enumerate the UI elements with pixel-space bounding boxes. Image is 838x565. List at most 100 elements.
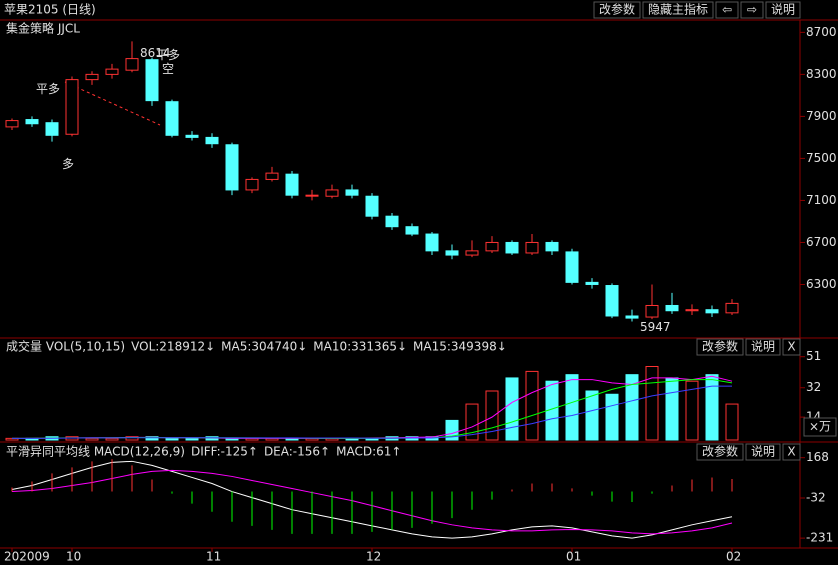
volume-bar bbox=[465, 403, 479, 441]
button-label[interactable]: ⇨ bbox=[747, 3, 757, 17]
y-tick-label: -32 bbox=[806, 491, 826, 505]
candle-body bbox=[725, 302, 739, 314]
candle-body bbox=[305, 194, 319, 197]
button-label[interactable]: 说明 bbox=[751, 444, 775, 459]
volume-bar bbox=[565, 374, 579, 441]
button-label[interactable]: ⇦ bbox=[722, 3, 732, 17]
signal-label: 平多 bbox=[156, 48, 180, 62]
y-tick-label: 32 bbox=[806, 380, 821, 394]
signal-link bbox=[64, 81, 161, 126]
volume-bar bbox=[485, 390, 499, 441]
candle-body bbox=[105, 68, 119, 75]
button-label[interactable]: 隐藏主指标 bbox=[648, 2, 708, 17]
legend-item: MA10:331365↓ bbox=[313, 340, 407, 354]
legend-item: DEA:-156↑ bbox=[264, 445, 330, 459]
candle-body bbox=[505, 241, 519, 254]
candle-body bbox=[125, 58, 139, 71]
volume-bar bbox=[165, 437, 179, 441]
y-tick-label: 6300 bbox=[806, 277, 837, 291]
candle-body bbox=[165, 101, 179, 136]
candle-body bbox=[545, 241, 559, 252]
x-tick-label: 02 bbox=[726, 550, 741, 564]
y-tick-label: -231 bbox=[806, 531, 833, 545]
legend-item: MACD:61↑ bbox=[336, 445, 401, 459]
candle-body bbox=[465, 250, 479, 256]
volume-title: 成交量 VOL(5,10,15) bbox=[6, 339, 125, 354]
button[interactable] bbox=[740, 1, 764, 19]
button[interactable] bbox=[803, 417, 837, 437]
button[interactable] bbox=[745, 338, 781, 356]
y-tick-label: 6700 bbox=[806, 235, 837, 249]
button[interactable] bbox=[715, 1, 739, 19]
candle-body bbox=[365, 195, 379, 217]
candle-body bbox=[645, 304, 659, 318]
candle-body bbox=[145, 59, 159, 102]
legend-item: MA15:349398↓ bbox=[413, 340, 507, 354]
candle-body bbox=[5, 120, 19, 128]
button-label[interactable]: 说明 bbox=[771, 2, 795, 17]
x-tick-label: 12 bbox=[366, 550, 381, 564]
volume-bar bbox=[505, 377, 519, 441]
candle-body bbox=[585, 281, 599, 285]
candle-body bbox=[325, 189, 339, 197]
macd-title: 平滑异同平均线 MACD(12,26,9) bbox=[6, 445, 185, 459]
ma-line bbox=[12, 385, 732, 439]
volume-bar bbox=[705, 374, 719, 441]
candle-body bbox=[185, 134, 199, 138]
x-tick-label: 01 bbox=[566, 550, 581, 564]
candle-body bbox=[85, 73, 99, 81]
y-tick-label: 8700 bbox=[806, 25, 837, 39]
x-tick-label: 202009 bbox=[4, 550, 50, 564]
volume-bar bbox=[645, 366, 659, 441]
button-label[interactable]: 改参数 bbox=[702, 339, 738, 354]
volume-bar bbox=[85, 437, 99, 441]
window-title: 苹果2105 (日线) bbox=[4, 3, 96, 17]
candle-body bbox=[525, 241, 539, 254]
y-tick-label: 51 bbox=[806, 349, 821, 363]
candle-body bbox=[625, 315, 639, 319]
button[interactable] bbox=[642, 1, 714, 19]
button-label[interactable]: 改参数 bbox=[599, 2, 635, 17]
volume-bar bbox=[585, 390, 599, 441]
candle-body bbox=[405, 226, 419, 235]
y-tick-label: 7900 bbox=[806, 109, 837, 123]
volume-bar bbox=[105, 437, 119, 441]
button-label[interactable]: 改参数 bbox=[702, 444, 738, 459]
button[interactable] bbox=[593, 1, 641, 19]
price-label: 5947 bbox=[640, 320, 671, 334]
candle-body bbox=[225, 144, 239, 191]
volume-bar bbox=[185, 437, 199, 441]
button[interactable] bbox=[696, 338, 744, 356]
signal-label: 空 bbox=[162, 62, 174, 76]
candle-body bbox=[205, 136, 219, 145]
button[interactable] bbox=[696, 443, 744, 461]
legend-item: MA5:304740↓ bbox=[221, 340, 307, 354]
candle-body bbox=[285, 173, 299, 196]
button[interactable] bbox=[782, 443, 801, 461]
candle-body bbox=[245, 178, 259, 191]
candle-body bbox=[605, 285, 619, 317]
button[interactable] bbox=[745, 443, 781, 461]
volume-bar bbox=[605, 393, 619, 441]
candle-body bbox=[345, 189, 359, 196]
legend-item: DIFF:-125↑ bbox=[191, 445, 258, 459]
volume-bar bbox=[125, 436, 139, 441]
button[interactable] bbox=[782, 338, 801, 356]
volume-bar bbox=[525, 370, 539, 441]
volume-bar bbox=[145, 436, 159, 441]
candle-body bbox=[565, 251, 579, 283]
button-label[interactable]: ×万 bbox=[809, 420, 831, 434]
button-label[interactable]: 说明 bbox=[751, 339, 775, 354]
button-label[interactable]: X bbox=[787, 340, 795, 354]
candle-body bbox=[445, 250, 459, 256]
button-label[interactable]: X bbox=[787, 445, 795, 459]
candle-body bbox=[25, 119, 39, 125]
y-tick-label: 8300 bbox=[806, 67, 837, 81]
candle-body bbox=[425, 233, 439, 252]
button[interactable] bbox=[765, 1, 801, 19]
x-tick-label: 11 bbox=[206, 550, 221, 564]
volume-bar bbox=[665, 377, 679, 441]
x-tick-label: 10 bbox=[66, 550, 81, 564]
